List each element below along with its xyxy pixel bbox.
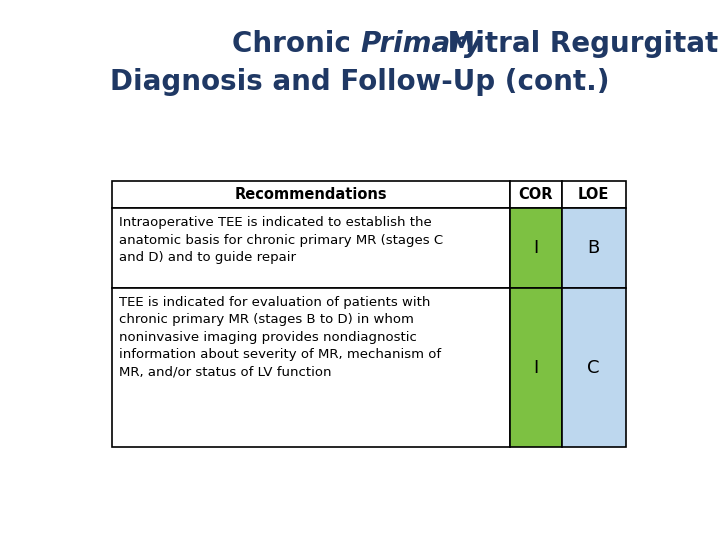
Text: Primary: Primary — [360, 30, 482, 58]
Text: TEE is indicated for evaluation of patients with
chronic primary MR (stages B to: TEE is indicated for evaluation of patie… — [119, 296, 441, 379]
Bar — [510, 181, 562, 208]
Text: Chronic: Chronic — [232, 30, 360, 58]
Bar — [510, 288, 562, 447]
Text: COR: COR — [518, 187, 553, 202]
Bar — [112, 181, 510, 208]
Bar — [112, 288, 510, 447]
Text: Recommendations: Recommendations — [235, 187, 387, 202]
Text: Diagnosis and Follow-Up (cont.): Diagnosis and Follow-Up (cont.) — [110, 68, 610, 96]
Text: C: C — [588, 359, 600, 376]
Bar — [562, 181, 626, 208]
Text: I: I — [534, 359, 539, 376]
Text: I: I — [534, 239, 539, 256]
Text: Mitral Regurgitation:: Mitral Regurgitation: — [438, 30, 720, 58]
Bar — [562, 208, 626, 288]
Bar — [112, 208, 510, 288]
Text: LOE: LOE — [578, 187, 609, 202]
Bar — [562, 288, 626, 447]
Text: B: B — [588, 239, 600, 256]
Bar — [510, 208, 562, 288]
Text: Intraoperative TEE is indicated to establish the
anatomic basis for chronic prim: Intraoperative TEE is indicated to estab… — [119, 216, 443, 264]
